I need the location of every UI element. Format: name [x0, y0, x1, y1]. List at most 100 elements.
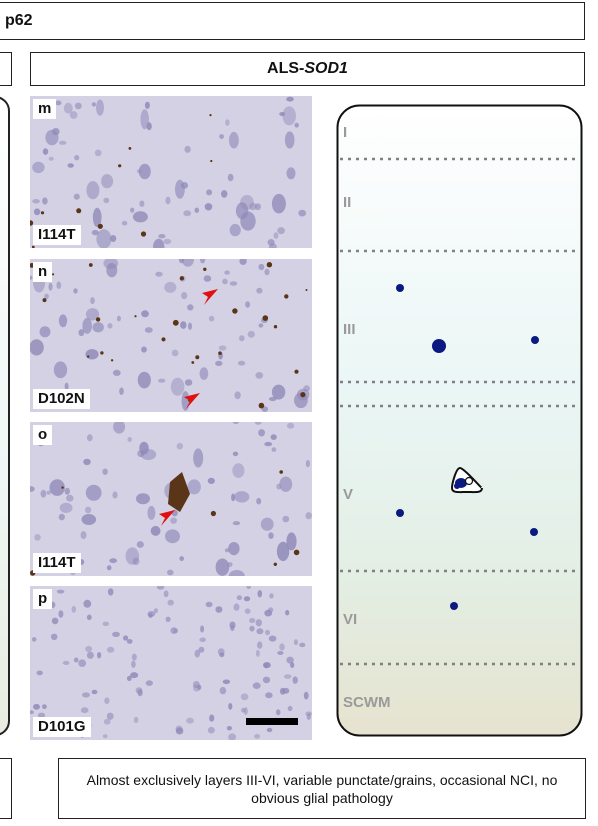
- cell-nucleus: [85, 349, 99, 360]
- cell-nucleus: [226, 726, 232, 731]
- cell-nucleus: [241, 707, 246, 713]
- cell-nucleus: [240, 211, 256, 231]
- neuronal-inclusion: [168, 472, 190, 512]
- cell-nucleus: [273, 232, 279, 239]
- cell-nucleus: [208, 315, 215, 322]
- p62-granule: [30, 220, 34, 226]
- cell-nucleus: [234, 491, 250, 503]
- cell-nucleus: [37, 712, 46, 719]
- cell-nucleus: [207, 726, 215, 734]
- cell-nucleus: [110, 235, 117, 242]
- cell-nucleus: [155, 271, 163, 277]
- mutation-label: I114T: [33, 553, 81, 573]
- cell-nucleus: [58, 140, 67, 145]
- cell-nucleus: [286, 167, 296, 180]
- cell-nucleus: [271, 384, 286, 400]
- p62-granule: [273, 562, 277, 566]
- cell-nucleus: [255, 372, 264, 379]
- cell-nucleus: [53, 361, 68, 379]
- cell-nucleus: [256, 287, 263, 294]
- cell-nucleus: [232, 521, 241, 526]
- cell-nucleus: [290, 662, 295, 668]
- cell-nucleus: [180, 321, 187, 329]
- cell-nucleus: [200, 259, 206, 264]
- p62-granule: [266, 262, 273, 268]
- cell-nucleus: [135, 687, 143, 694]
- layer-label-V: V: [343, 486, 353, 503]
- cell-nucleus: [30, 339, 44, 356]
- cell-nucleus: [270, 434, 277, 440]
- cell-nucleus: [50, 633, 58, 640]
- cell-nucleus: [215, 360, 223, 366]
- cell-nucleus: [116, 315, 121, 322]
- schematic-frame: [336, 104, 583, 737]
- cell-nucleus: [277, 651, 284, 655]
- cell-nucleus: [205, 601, 213, 608]
- cell-nucleus: [78, 329, 85, 337]
- cell-nucleus: [86, 434, 93, 442]
- cell-nucleus: [229, 281, 238, 286]
- cell-nucleus: [83, 458, 91, 466]
- cell-nucleus: [33, 703, 40, 710]
- cell-nucleus: [39, 326, 51, 338]
- pathology-dot: [450, 602, 458, 610]
- cell-nucleus: [279, 476, 293, 492]
- cell-nucleus: [158, 234, 166, 239]
- cell-nucleus: [46, 490, 51, 495]
- cell-nucleus: [170, 517, 178, 524]
- cell-nucleus: [283, 674, 292, 679]
- p62-granule: [42, 298, 47, 303]
- cell-nucleus: [293, 639, 298, 646]
- cell-nucleus: [276, 483, 282, 490]
- p62-granule: [232, 308, 238, 314]
- cell-nucleus: [66, 494, 74, 502]
- cell-nucleus: [184, 145, 191, 153]
- cell-nucleus: [271, 447, 277, 452]
- cell-nucleus: [107, 588, 114, 596]
- p62-granule: [305, 289, 308, 291]
- cell-nucleus: [67, 163, 74, 168]
- p62-granule: [273, 325, 278, 329]
- cell-nucleus: [150, 525, 161, 536]
- cell-nucleus: [109, 558, 118, 564]
- cell-nucleus: [102, 621, 110, 626]
- cell-nucleus: [224, 270, 230, 275]
- cell-nucleus: [286, 422, 295, 429]
- cell-nucleus: [103, 259, 119, 269]
- cell-nucleus: [222, 278, 228, 285]
- cell-nucleus: [33, 208, 41, 216]
- cell-nucleus: [40, 489, 47, 498]
- cell-nucleus: [204, 203, 213, 211]
- p62-granule: [284, 294, 289, 299]
- cell-nucleus: [156, 586, 165, 590]
- cell-nucleus: [132, 211, 148, 223]
- cell-nucleus: [175, 727, 184, 735]
- cell-nucleus: [133, 716, 139, 723]
- cell-nucleus: [225, 119, 230, 126]
- stain-title: p62: [5, 12, 33, 29]
- layer-label-VI: VI: [343, 611, 357, 628]
- cell-nucleus: [243, 596, 251, 602]
- cell-nucleus: [83, 599, 92, 608]
- cell-nucleus: [103, 197, 110, 204]
- cell-nucleus: [282, 106, 296, 126]
- cell-nucleus: [42, 148, 49, 155]
- left-caption-box: [0, 758, 12, 819]
- cell-nucleus: [284, 131, 295, 149]
- cell-nucleus: [63, 102, 73, 114]
- cell-nucleus: [74, 102, 82, 110]
- cell-nucleus: [107, 323, 113, 329]
- cell-nucleus: [85, 645, 93, 653]
- left-schematic-frame: [0, 96, 10, 736]
- cell-nucleus: [30, 710, 34, 715]
- p62-granule: [258, 402, 265, 409]
- cell-nucleus: [282, 687, 290, 694]
- cell-nucleus: [139, 441, 149, 455]
- cell-nucleus: [306, 713, 311, 720]
- cell-nucleus: [303, 691, 309, 700]
- cell-nucleus: [112, 631, 120, 637]
- cell-nucleus: [96, 229, 112, 248]
- cell-nucleus: [171, 349, 179, 357]
- pathology-dot: [396, 509, 404, 517]
- cell-nucleus: [80, 531, 87, 540]
